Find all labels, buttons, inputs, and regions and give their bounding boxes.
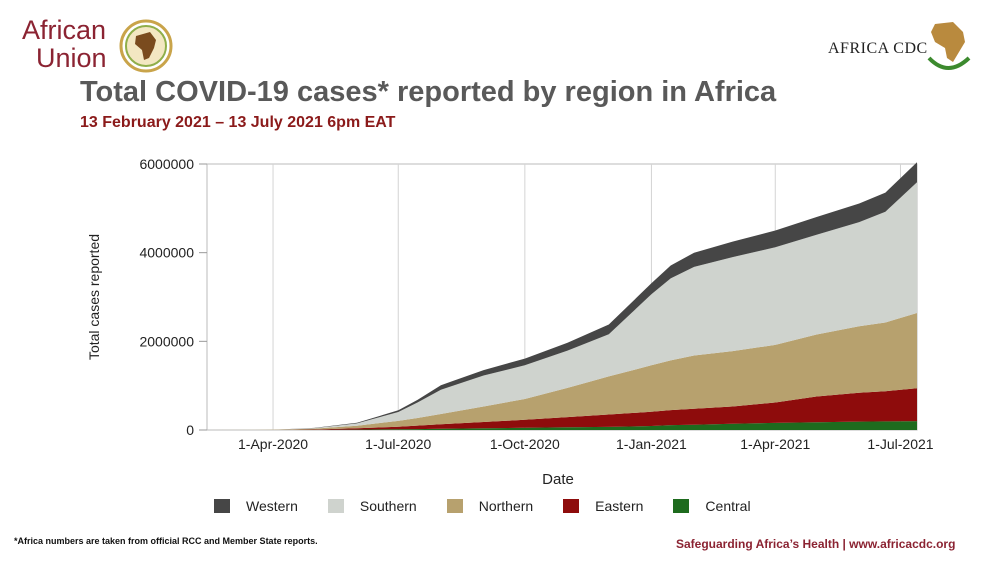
- legend-swatch: [563, 499, 580, 513]
- y-tick-label: 2000000: [139, 333, 194, 349]
- chart-subtitle: 13 February 2021 – 13 July 2021 6pm EAT: [80, 114, 396, 131]
- series-area-northern: [207, 313, 917, 430]
- legend-swatch: [673, 499, 690, 513]
- x-tick-label: 1-Oct-2020: [490, 436, 560, 452]
- africa-cdc-logo: AFRICA CDC: [828, 18, 978, 78]
- x-tick-label: 1-Jul-2020: [365, 436, 431, 452]
- x-axis-title: Date: [542, 471, 574, 488]
- chart-legend: Western Southern Northern Eastern Central: [214, 498, 781, 514]
- legend-swatch: [446, 499, 463, 513]
- legend-item-southern: Southern: [327, 498, 417, 514]
- footnote: *Africa numbers are taken from official …: [14, 536, 318, 546]
- chart-title: Total COVID-19 cases* reported by region…: [80, 76, 777, 108]
- legend-label: Northern: [478, 498, 534, 514]
- x-tick-label: 1-Apr-2021: [740, 436, 810, 452]
- y-tick-label: 0: [186, 422, 194, 438]
- x-tick-label: 1-Jul-2021: [867, 436, 933, 452]
- legend-swatch: [214, 499, 230, 513]
- legend-label: Eastern: [595, 498, 644, 514]
- legend-item-central: Central: [673, 498, 751, 514]
- legend-item-eastern: Eastern: [563, 498, 643, 514]
- legend-label: Central: [705, 498, 751, 514]
- au-seal-icon: [119, 19, 173, 73]
- au-logo-text: African Union: [22, 16, 107, 72]
- au-logo-line2: Union: [36, 43, 107, 73]
- legend-label: Southern: [359, 498, 417, 514]
- african-union-logo: African Union: [22, 14, 182, 76]
- legend-label: Western: [246, 498, 298, 514]
- x-tick-label: 1-Jan-2021: [616, 436, 687, 452]
- footer-tagline: Safeguarding Africa’s Health | www.afric…: [676, 537, 956, 551]
- y-tick-label: 6000000: [139, 156, 194, 172]
- y-axis-title: Total cases reported: [86, 234, 102, 360]
- legend-item-western: Western: [214, 498, 298, 514]
- legend-swatch: [327, 499, 344, 513]
- cdc-logo-text: AFRICA CDC: [828, 40, 928, 57]
- series-area-eastern: [207, 388, 917, 430]
- series-area-southern: [207, 182, 917, 430]
- legend-item-northern: Northern: [446, 498, 534, 514]
- y-tick-label: 4000000: [139, 245, 194, 261]
- x-tick-label: 1-Apr-2020: [238, 436, 308, 452]
- africa-map-icon: [927, 22, 971, 70]
- series-area-central: [207, 421, 917, 430]
- au-logo-line1: African: [22, 15, 107, 45]
